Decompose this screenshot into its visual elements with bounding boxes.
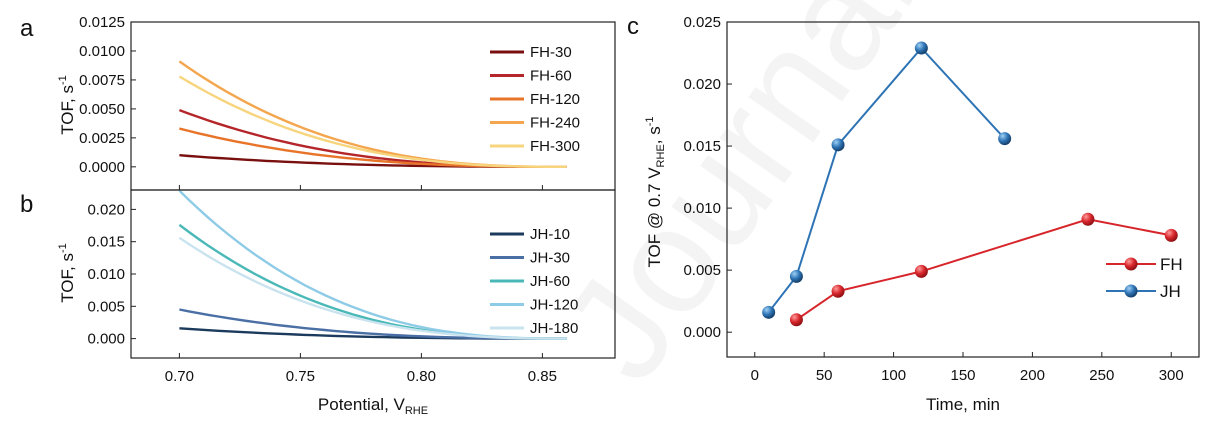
plot-frame-c xyxy=(726,21,1200,358)
data-point-fh xyxy=(914,264,928,278)
data-point-fh xyxy=(1164,228,1178,242)
x-tick-label-b: 0.70 xyxy=(165,368,194,385)
legend-marker-fh xyxy=(1124,257,1138,271)
legend-label-fh-240: FH-240 xyxy=(530,115,580,132)
data-point-jh xyxy=(914,41,928,55)
x-tick-label-c: 250 xyxy=(1089,367,1114,384)
legend-label-fh: FH xyxy=(1160,255,1183,274)
legend-marker-jh xyxy=(1124,284,1138,298)
y-tick-label-a: 0.0025 xyxy=(79,130,125,147)
data-point-jh xyxy=(789,269,803,283)
y-tick-label-b: 0.020 xyxy=(87,201,125,218)
y-tick-label-a: 0.0075 xyxy=(79,72,125,89)
data-point-jh xyxy=(762,305,776,319)
series-line-fh xyxy=(795,218,1172,321)
legend-label-fh-30: FH-30 xyxy=(530,44,572,61)
watermark: Journal Pre-proof xyxy=(529,0,1212,408)
x-axis-label-ab: Potential, VRHE xyxy=(318,395,428,417)
y-tick-label-c: 0.005 xyxy=(683,262,721,279)
y-tick-label-b: 0.015 xyxy=(87,234,125,251)
x-tick-label-c: 300 xyxy=(1159,367,1184,384)
y-axis-label-c: TOF @ 0.7 VRHE, s-1 xyxy=(644,116,667,267)
y-tick-label-c: 0.025 xyxy=(683,14,721,31)
x-tick-label-c: 50 xyxy=(816,367,833,384)
x-tick-label-b: 0.75 xyxy=(286,368,315,385)
data-point-fh xyxy=(831,284,845,298)
legend-label-jh-120: JH-120 xyxy=(530,297,578,314)
y-axis-label-b: TOF, s-1 xyxy=(57,243,77,303)
legend-label-jh-10: JH-10 xyxy=(530,226,570,243)
x-tick-label-b: 0.85 xyxy=(528,368,557,385)
legend-label-jh-180: JH-180 xyxy=(530,320,578,337)
panel-label-c: c xyxy=(627,13,639,40)
panel-label-a: a xyxy=(20,15,34,42)
series-line-fh-120 xyxy=(179,127,567,168)
chart-panel-b: TOF, s-1 0.020 0.015 0.010 0.005 0.000 0.70 0.… xyxy=(57,189,616,417)
x-axis-label-c: Time, min xyxy=(926,395,1000,414)
y-tick-label-b: 0.000 xyxy=(87,331,125,348)
y-tick-label-c: 0.000 xyxy=(683,324,721,341)
y-tick-label-b: 0.005 xyxy=(87,298,125,315)
chart-panel-c: TOF @ 0.7 VRHE, s-1 0.025 0.020 0.015 0.010… xyxy=(644,14,1200,414)
plot-frame-b xyxy=(130,189,616,359)
y-axis-label-a: TOF, s-1 xyxy=(57,75,77,135)
y-tick-label-a: 0.0000 xyxy=(79,159,125,176)
x-tick-label-c: 200 xyxy=(1020,367,1045,384)
chart-panel-a: TOF, s-1 0.0125 0.0100 0.0075 0.0050 0.0025 0… xyxy=(57,14,616,191)
legend-label-jh-30: JH-30 xyxy=(530,250,570,267)
x-tick-label-c: 150 xyxy=(950,367,975,384)
y-tick-label-a: 0.0125 xyxy=(79,14,125,31)
x-tick-label-c: 100 xyxy=(881,367,906,384)
legend-label-fh-300: FH-300 xyxy=(530,138,580,155)
data-point-fh xyxy=(789,313,803,327)
legend-label-jh-60: JH-60 xyxy=(530,273,570,290)
series-line-fh-300 xyxy=(178,75,567,168)
x-tick-label-c: 0 xyxy=(751,367,759,384)
legend-label-fh-60: FH-60 xyxy=(530,68,572,85)
legend-label-jh: JH xyxy=(1160,282,1181,301)
data-point-fh xyxy=(1081,212,1095,226)
y-tick-label-b: 0.010 xyxy=(87,266,125,283)
data-point-jh xyxy=(831,138,845,152)
y-tick-label-c: 0.020 xyxy=(683,76,721,93)
x-tick-label-b: 0.80 xyxy=(407,368,436,385)
y-tick-label-a: 0.0100 xyxy=(79,43,125,60)
panel-label-b: b xyxy=(20,191,33,218)
y-tick-label-c: 0.015 xyxy=(683,138,721,155)
data-point-jh xyxy=(998,132,1012,146)
legend-label-fh-120: FH-120 xyxy=(530,91,580,108)
y-tick-label-c: 0.010 xyxy=(683,200,721,217)
y-tick-label-a: 0.0050 xyxy=(79,101,125,118)
series-line-jh-180 xyxy=(178,236,567,340)
